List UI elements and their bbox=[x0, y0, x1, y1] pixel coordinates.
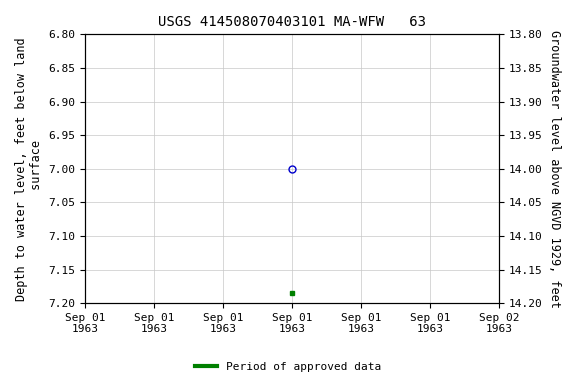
Legend: Period of approved data: Period of approved data bbox=[191, 358, 385, 377]
Y-axis label: Groundwater level above NGVD 1929, feet: Groundwater level above NGVD 1929, feet bbox=[548, 30, 561, 308]
Title: USGS 414508070403101 MA-WFW   63: USGS 414508070403101 MA-WFW 63 bbox=[158, 15, 426, 29]
Y-axis label: Depth to water level, feet below land
 surface: Depth to water level, feet below land su… bbox=[15, 37, 43, 301]
